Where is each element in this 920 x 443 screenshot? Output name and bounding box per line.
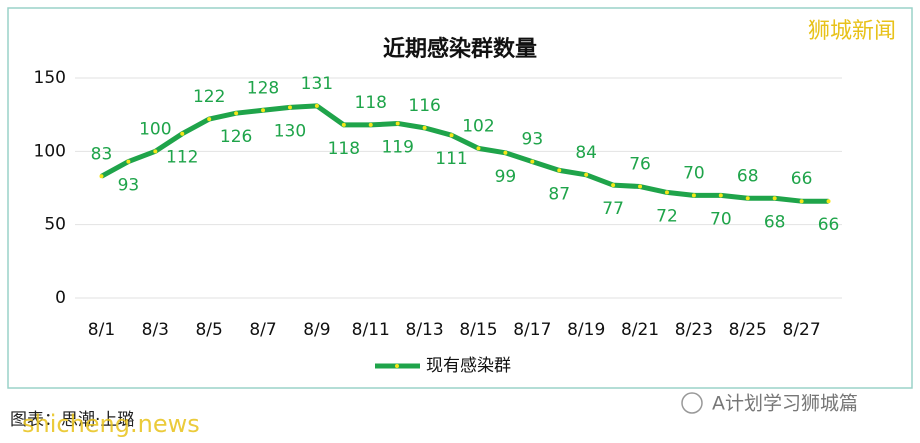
chart-title: 近期感染群数量 xyxy=(383,36,537,62)
point xyxy=(772,196,777,201)
y-tick-label: 100 xyxy=(34,141,66,161)
data-label: 66 xyxy=(791,169,813,189)
x-tick-label: 8/17 xyxy=(513,320,551,340)
x-tick-label: 8/25 xyxy=(729,320,767,340)
data-label: 77 xyxy=(602,199,624,219)
point xyxy=(503,150,508,155)
series-line xyxy=(100,103,829,204)
data-label: 102 xyxy=(462,116,494,136)
site-watermark: shicheng.news xyxy=(22,410,200,438)
point xyxy=(261,108,266,113)
x-tick-label: 8/1 xyxy=(88,320,115,340)
point xyxy=(611,183,616,188)
data-label: 118 xyxy=(355,93,387,113)
y-tick-label: 0 xyxy=(55,288,66,308)
data-label: 83 xyxy=(91,144,113,164)
point xyxy=(530,159,535,164)
point xyxy=(638,184,643,189)
watermark: 狮城新闻 xyxy=(808,19,896,44)
point xyxy=(395,121,400,126)
x-tick-label: 8/7 xyxy=(249,320,276,340)
data-label: 130 xyxy=(274,121,306,141)
point xyxy=(368,122,373,127)
data-label: 68 xyxy=(737,166,759,186)
y-tick-label: 150 xyxy=(34,68,66,88)
point xyxy=(745,196,750,201)
x-tick-label: 8/19 xyxy=(567,320,605,340)
point xyxy=(180,131,185,136)
point xyxy=(99,174,104,179)
x-tick-label: 8/23 xyxy=(675,320,713,340)
x-tick-label: 8/13 xyxy=(406,320,444,340)
point xyxy=(287,105,292,110)
data-label: 111 xyxy=(435,149,467,169)
point xyxy=(207,117,212,122)
x-tick-label: 8/3 xyxy=(142,320,169,340)
data-label: 116 xyxy=(408,96,440,116)
data-label: 112 xyxy=(166,148,198,168)
point xyxy=(314,103,319,108)
x-tick-label: 8/5 xyxy=(195,320,222,340)
data-label: 84 xyxy=(575,143,597,163)
data-label: 70 xyxy=(683,163,705,183)
point xyxy=(584,172,589,177)
source-note: 图表：思潮·上璐 xyxy=(10,410,134,430)
data-label: 122 xyxy=(193,87,225,107)
data-label: 87 xyxy=(548,184,570,204)
y-tick-label: 50 xyxy=(44,215,66,235)
x-tick-label: 8/15 xyxy=(459,320,497,340)
data-label: 72 xyxy=(656,206,678,226)
data-label: 93 xyxy=(118,176,140,196)
data-label: 93 xyxy=(522,130,544,150)
x-tick-label: 8/9 xyxy=(303,320,330,340)
x-tick-label: 8/11 xyxy=(352,320,390,340)
data-label: 68 xyxy=(764,212,786,232)
point xyxy=(126,159,131,164)
point xyxy=(422,125,427,130)
point xyxy=(153,149,158,154)
point xyxy=(557,168,562,173)
data-label: 126 xyxy=(220,127,252,147)
point xyxy=(341,122,346,127)
point xyxy=(664,190,669,195)
point xyxy=(449,133,454,138)
point xyxy=(234,111,239,116)
point xyxy=(718,193,723,198)
data-label: 70 xyxy=(710,209,732,229)
data-label: 128 xyxy=(247,78,279,98)
data-label: 99 xyxy=(495,167,517,187)
x-tick-label: 8/27 xyxy=(783,320,821,340)
data-label: 76 xyxy=(629,155,651,175)
account-name: A计划学习狮城篇 xyxy=(712,393,858,415)
data-label: 131 xyxy=(301,74,333,94)
data-label: 100 xyxy=(139,119,171,139)
point xyxy=(799,199,804,204)
data-label: 66 xyxy=(818,215,840,235)
x-tick-label: 8/21 xyxy=(621,320,659,340)
point xyxy=(826,199,831,204)
wechat-icon xyxy=(681,392,703,414)
point xyxy=(691,193,696,198)
data-label: 119 xyxy=(381,137,413,157)
legend-marker xyxy=(395,364,399,368)
point xyxy=(476,146,481,151)
data-label: 118 xyxy=(328,139,360,159)
legend-label: 现有感染群 xyxy=(426,356,511,376)
